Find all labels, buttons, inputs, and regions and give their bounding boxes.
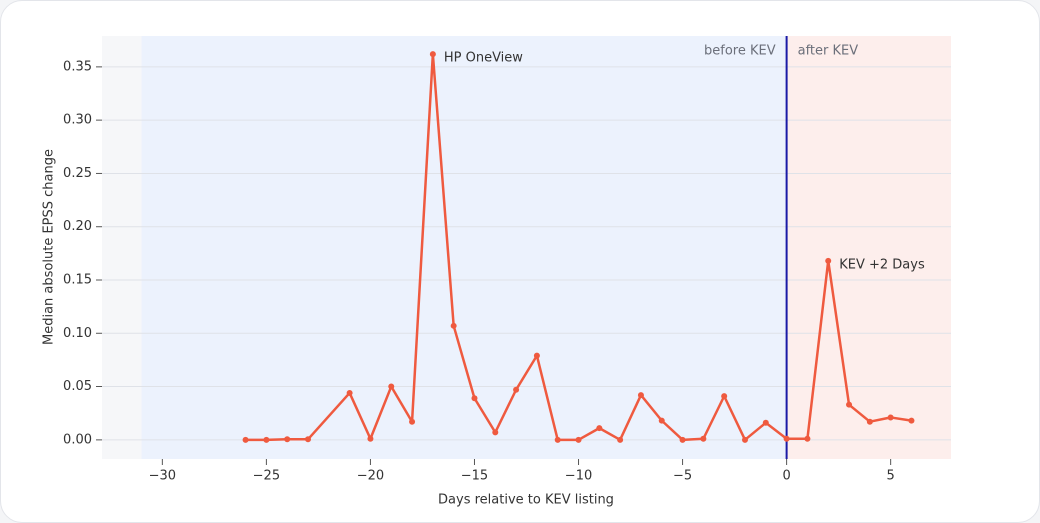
- point: [367, 435, 374, 442]
- point: [513, 386, 520, 393]
- x-tick-label: −10: [565, 469, 592, 484]
- y-axis-title: Median absolute EPSS change: [42, 149, 57, 345]
- annotation: KEV +2 Days: [839, 257, 925, 272]
- point: [679, 436, 686, 443]
- point: [783, 435, 790, 442]
- point: [658, 417, 665, 424]
- region: [141, 36, 787, 459]
- point: [762, 419, 769, 426]
- point: [305, 436, 312, 443]
- y-tick-label: 0.00: [63, 432, 92, 447]
- point: [284, 436, 291, 443]
- x-tick-label: −20: [357, 469, 384, 484]
- y-tick-label: 0.05: [63, 379, 92, 394]
- y-tick-label: 0.10: [63, 326, 92, 341]
- series-line: [245, 52, 912, 442]
- point: [825, 257, 832, 264]
- y-tick-label: 0.35: [63, 59, 92, 74]
- point: [450, 322, 457, 329]
- point: [492, 429, 499, 436]
- y-tick-label: 0.20: [63, 219, 92, 234]
- point: [533, 352, 540, 359]
- point: [471, 395, 478, 402]
- x-tick-label: 0: [782, 469, 790, 484]
- point: [429, 51, 436, 58]
- x-tick-label: −30: [149, 469, 176, 484]
- point: [721, 393, 728, 400]
- annotation: HP OneView: [444, 51, 523, 66]
- point: [700, 435, 707, 442]
- x-tick-label: −5: [673, 469, 692, 484]
- point: [617, 436, 624, 443]
- point: [263, 436, 270, 443]
- x-tick-label: 5: [887, 469, 895, 484]
- point: [887, 414, 894, 421]
- region-label: after KEV: [798, 44, 859, 59]
- point: [741, 436, 748, 443]
- y-tick-label: 0.25: [63, 166, 92, 181]
- y-tick-label: 0.15: [63, 272, 92, 287]
- point: [554, 436, 561, 443]
- point: [846, 401, 853, 408]
- x-axis-title: Days relative to KEV listing: [438, 493, 614, 508]
- point: [346, 389, 353, 396]
- x-tick-label: −15: [461, 469, 488, 484]
- point: [409, 418, 416, 425]
- point: [596, 425, 603, 432]
- x-tick-label: −25: [253, 469, 280, 484]
- point: [637, 392, 644, 399]
- point: [908, 417, 915, 424]
- point: [866, 418, 873, 425]
- point: [242, 436, 249, 443]
- point: [804, 435, 811, 442]
- y-tick-label: 0.30: [63, 113, 92, 128]
- point: [388, 383, 395, 390]
- point: [575, 436, 582, 443]
- region-label: before KEV: [704, 44, 776, 59]
